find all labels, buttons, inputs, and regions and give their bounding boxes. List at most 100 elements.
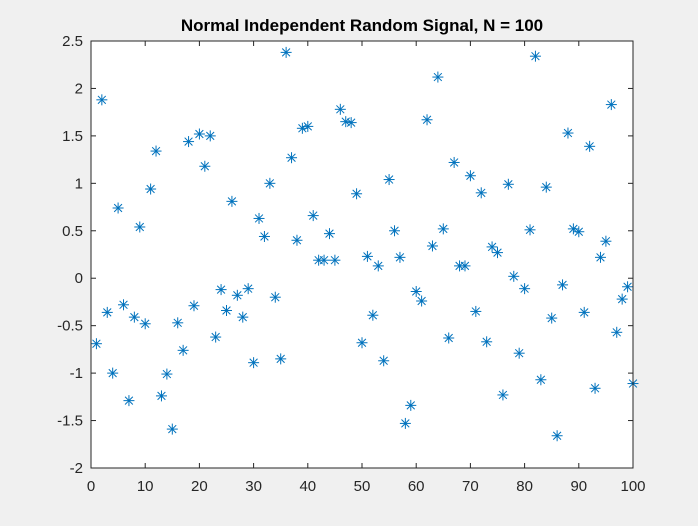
data-point — [606, 99, 617, 110]
data-point — [118, 299, 129, 310]
data-point — [503, 179, 514, 190]
data-point — [237, 312, 248, 323]
data-point — [384, 174, 395, 185]
data-point — [286, 152, 297, 163]
x-tick-label: 0 — [87, 478, 95, 495]
data-point — [373, 260, 384, 271]
data-point — [324, 228, 335, 239]
data-point — [546, 313, 557, 324]
data-point — [405, 400, 416, 411]
data-point — [216, 284, 227, 295]
data-point — [351, 188, 362, 199]
data-point — [151, 146, 162, 157]
data-point — [530, 51, 541, 62]
data-point — [362, 251, 373, 262]
data-point — [427, 240, 438, 251]
data-point — [579, 307, 590, 318]
data-point — [367, 310, 378, 321]
data-point — [270, 292, 281, 303]
data-point — [308, 210, 319, 221]
data-point — [302, 121, 313, 132]
y-tick-label: 0 — [75, 270, 83, 287]
data-point — [248, 357, 259, 368]
data-point — [205, 130, 216, 141]
data-point — [389, 225, 400, 236]
data-point — [123, 395, 134, 406]
data-point — [243, 283, 254, 294]
data-point — [91, 338, 102, 349]
data-point — [590, 383, 601, 394]
data-point — [611, 327, 622, 338]
data-point — [335, 104, 346, 115]
chart-title: Normal Independent Random Signal, N = 10… — [181, 16, 543, 35]
y-tick-label: -2 — [70, 460, 83, 477]
data-point — [346, 117, 357, 128]
data-point — [600, 236, 611, 247]
data-point — [525, 224, 536, 235]
data-point — [443, 333, 454, 344]
y-tick-label: 1.5 — [62, 128, 83, 145]
data-point — [167, 424, 178, 435]
data-point — [465, 170, 476, 181]
data-point — [291, 235, 302, 246]
data-point — [492, 247, 503, 258]
data-point — [552, 430, 563, 441]
data-point — [319, 255, 330, 266]
data-point — [188, 300, 199, 311]
data-point — [519, 283, 530, 294]
data-point — [422, 114, 433, 125]
data-point — [183, 136, 194, 147]
data-point — [535, 374, 546, 385]
y-tick-label: 0.5 — [62, 223, 83, 240]
data-point — [432, 72, 443, 83]
data-point — [378, 355, 389, 366]
data-point — [400, 418, 411, 429]
x-tick-label: 100 — [620, 478, 645, 495]
y-tick-label: 2.5 — [62, 33, 83, 50]
data-point — [161, 369, 172, 380]
data-point — [416, 295, 427, 306]
x-tick-label: 50 — [354, 478, 371, 495]
data-point — [497, 389, 508, 400]
data-point — [145, 184, 156, 195]
x-tick-label: 10 — [137, 478, 154, 495]
data-point — [557, 279, 568, 290]
data-point — [281, 47, 292, 58]
x-tick-label: 20 — [191, 478, 208, 495]
data-point — [264, 178, 275, 189]
data-point — [595, 252, 606, 263]
data-point — [232, 290, 243, 301]
data-point — [194, 128, 205, 139]
data-point — [617, 294, 628, 305]
data-point — [102, 307, 113, 318]
data-point — [584, 141, 595, 152]
data-point — [172, 317, 183, 328]
data-point — [470, 306, 481, 317]
data-point — [199, 161, 210, 172]
data-point — [254, 213, 265, 224]
data-point — [259, 231, 270, 242]
data-point — [449, 157, 460, 168]
data-point — [275, 353, 286, 364]
data-point — [357, 337, 368, 348]
x-tick-label: 80 — [516, 478, 533, 495]
data-point — [113, 203, 124, 214]
data-point — [459, 260, 470, 271]
data-point — [329, 255, 340, 266]
data-point — [411, 286, 422, 297]
data-point — [514, 348, 525, 359]
data-point — [107, 368, 118, 379]
y-tick-label: -1 — [70, 365, 83, 382]
y-tick-label: 1 — [75, 175, 83, 192]
data-point — [476, 187, 487, 198]
data-point — [226, 196, 237, 207]
x-tick-label: 60 — [408, 478, 425, 495]
data-point — [134, 221, 145, 232]
data-point — [573, 226, 584, 237]
x-tick-label: 90 — [570, 478, 587, 495]
x-tick-label: 70 — [462, 478, 479, 495]
data-point — [508, 271, 519, 282]
data-point — [481, 336, 492, 347]
data-point — [140, 318, 151, 329]
